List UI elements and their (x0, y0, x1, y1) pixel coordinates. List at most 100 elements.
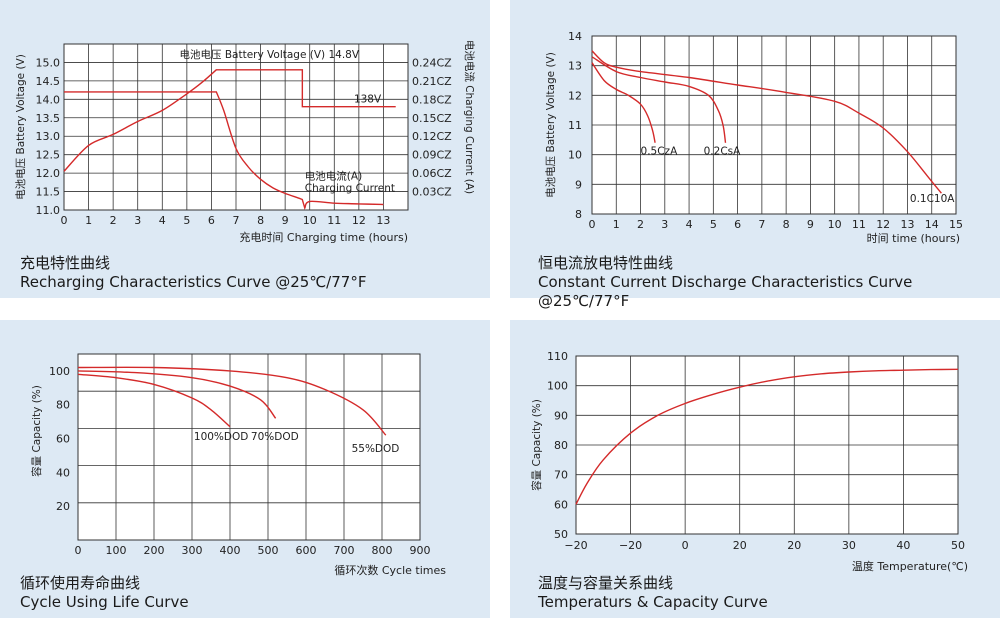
x-tick-label: 6 (734, 218, 741, 231)
recharging-caption-cn: 充电特性曲线 (20, 254, 111, 272)
y-tick-label: 60 (554, 498, 568, 511)
x-tick-label: 10 (303, 214, 317, 227)
cycle-55-dod-curve (77, 366, 387, 436)
y-tick-label: 20 (56, 500, 70, 513)
y-right-tick-label: 0.21CZ (412, 75, 452, 88)
temperature-caption-cn: 温度与容量关系曲线 (538, 574, 674, 592)
discharge-0.2c-curve (591, 56, 727, 143)
x-tick-label: 20 (733, 539, 747, 552)
x-tick-label: 7 (233, 214, 240, 227)
x-tick-label: 30 (842, 539, 856, 552)
x-tick-label: 8 (257, 214, 264, 227)
x-tick-label: 15 (949, 218, 963, 231)
y-right-tick-label: 0.09CZ (412, 149, 452, 162)
x-tick-label: 12 (876, 218, 890, 231)
y-tick-label: 80 (56, 399, 70, 412)
y-axis-label: 容量 Capacity (%) (530, 399, 543, 491)
y-left-tick-label: 14.0 (36, 93, 61, 106)
x-tick-label: 10 (828, 218, 842, 231)
x-tick-label: 2 (637, 218, 644, 231)
y-axis-label: 容量 Capacity (%) (30, 385, 43, 477)
y-tick-label: 90 (554, 409, 568, 422)
x-tick-label: 11 (327, 214, 341, 227)
current-annotation-cn: 电池电流(A) (305, 169, 362, 182)
x-tick-label: 5 (710, 218, 717, 231)
voltage-annotation: 电池电压 Battery Voltage (V) 14.8V (179, 48, 359, 61)
x-tick-label: 9 (807, 218, 814, 231)
x-tick-label: 5 (183, 214, 190, 227)
cycle-life-caption: 循环使用寿命曲线 Cycle Using Life Curve (20, 574, 189, 612)
y-right-tick-label: 0.24CZ (412, 56, 452, 69)
x-tick-label: 700 (334, 544, 355, 557)
x-axis-label: 时间 time (hours) (867, 232, 960, 245)
discharge-caption-cn: 恒电流放电特性曲线 (538, 254, 674, 272)
x-tick-label: 0 (589, 218, 596, 231)
x-tick-label: 7 (758, 218, 765, 231)
x-tick-label: 13 (376, 214, 390, 227)
y-left-tick-label: 13.5 (36, 112, 61, 125)
temperature-panel: −20 −20 0 20 20 30 40 50 50 60 70 80 90 100 110 温度 Temp… (510, 320, 1000, 618)
y-tick-label: 50 (554, 528, 568, 541)
x-tick-label: 0 (682, 539, 689, 552)
temperature-caption: 温度与容量关系曲线 Temperaturs & Capacity Curve (538, 574, 768, 612)
y-tick-label: 10 (568, 149, 582, 162)
cycle-life-caption-cn: 循环使用寿命曲线 (20, 574, 141, 592)
y-tick-label: 100 (49, 365, 70, 378)
y-tick-label: 100 (547, 380, 568, 393)
y-tick-label: 9 (575, 178, 582, 191)
label-0.2c: 0.2CsA (704, 146, 742, 158)
y-tick-label: 8 (575, 208, 582, 221)
temperature-chart: −20 −20 0 20 20 30 40 50 50 60 70 80 90 100 110 温度 Temp… (530, 350, 968, 573)
y-right-tick-label: 0.06CZ (412, 167, 452, 180)
x-tick-label: 4 (159, 214, 166, 227)
discharge-0.5c-curve (591, 62, 656, 143)
label-100-dod: 100%DOD (194, 431, 248, 443)
x-tick-label: 3 (661, 218, 668, 231)
y-left-tick-label: 14.5 (36, 75, 61, 88)
discharge-caption: 恒电流放电特性曲线 Constant Current Discharge Cha… (538, 254, 1000, 311)
charging-current-curve (64, 91, 384, 210)
x-tick-label: 40 (896, 539, 910, 552)
float-voltage-annotation: 138V (354, 94, 382, 106)
x-tick-label: −20 (564, 539, 587, 552)
battery-voltage-curve (63, 69, 396, 172)
discharge-caption-en: Constant Current Discharge Characteristi… (538, 273, 913, 310)
y-tick-label: 12 (568, 89, 582, 102)
x-tick-label: 8 (783, 218, 790, 231)
x-tick-label: −20 (619, 539, 642, 552)
y-left-tick-label: 13.0 (36, 130, 61, 143)
x-tick-label: 9 (282, 214, 289, 227)
cycle-life-caption-en: Cycle Using Life Curve (20, 593, 189, 611)
x-tick-label: 500 (258, 544, 279, 557)
x-tick-label: 1 (613, 218, 620, 231)
x-tick-label: 6 (208, 214, 215, 227)
x-axis-label: 循环次数 Cycle times (334, 563, 446, 577)
y-left-tick-label: 15.0 (36, 56, 61, 69)
x-tick-label: 11 (852, 218, 866, 231)
y-right-tick-label: 0.15CZ (412, 112, 452, 125)
temperature-capacity-curve (575, 368, 959, 505)
y-left-tick-label: 12.0 (36, 167, 61, 180)
y-right-tick-label: 0.12CZ (412, 130, 452, 143)
label-55-dod: 55%DOD (352, 443, 400, 455)
y-left-axis-label: 电池电压 Battery Voltage (V) (14, 54, 27, 200)
label-0.5c: 0.5CzA (641, 146, 679, 158)
y-right-axis-label: 电池电流 Charging Current (A) (463, 40, 476, 194)
y-right-tick-label: 0.18CZ (412, 93, 452, 106)
recharging-chart: 0 1 2 3 4 5 6 7 8 9 10 11 12 1311.011.512.012.513.013… (14, 40, 476, 244)
current-annotation-en: Charging Current (305, 182, 395, 194)
cycle-life-panel: 0 100 200 300 400 500 600 700 800 900 20 40 60 80 100 循… (0, 320, 490, 618)
y-tick-label: 80 (554, 439, 568, 452)
x-tick-label: 50 (951, 539, 965, 552)
x-tick-label: 800 (372, 544, 393, 557)
y-tick-label: 110 (547, 350, 568, 363)
x-tick-label: 200 (144, 544, 165, 557)
y-tick-label: 13 (568, 60, 582, 73)
x-tick-label: 2 (110, 214, 117, 227)
x-tick-label: 12 (352, 214, 366, 227)
y-tick-label: 70 (554, 469, 568, 482)
x-axis-label: 温度 Temperature(℃) (852, 559, 968, 573)
y-tick-label: 60 (56, 433, 70, 446)
plot-area (77, 353, 421, 541)
